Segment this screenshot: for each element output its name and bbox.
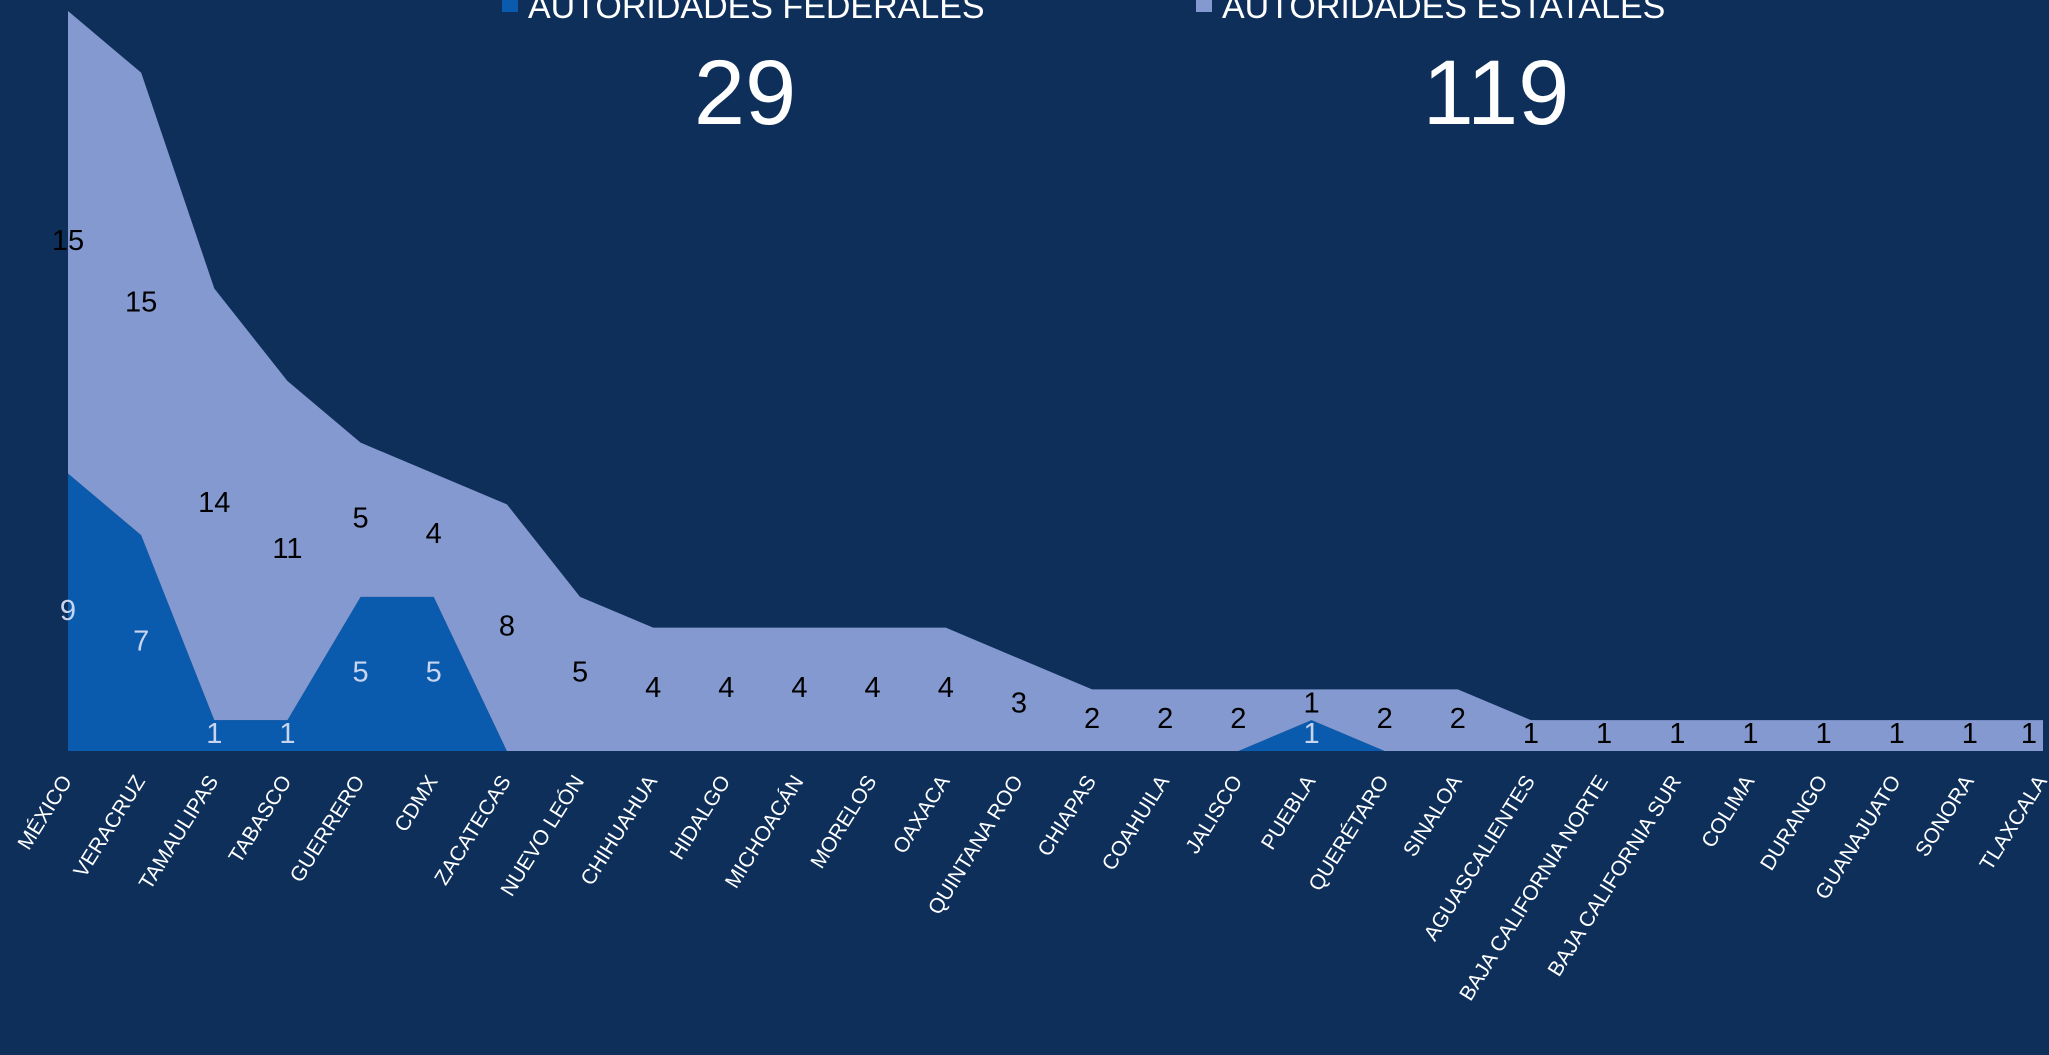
- value-label: 5: [353, 502, 369, 534]
- legend-label: AUTORIDADES ESTATALES: [1222, 0, 1665, 26]
- value-label: 1: [1889, 718, 1905, 750]
- area: [68, 11, 2043, 751]
- value-label: 15: [52, 225, 84, 257]
- value-label: 2: [1450, 703, 1466, 735]
- value-label: 1: [1303, 687, 1319, 719]
- area: [68, 473, 2043, 751]
- value-label: 5: [353, 657, 369, 689]
- legend-swatch: [1196, 0, 1212, 12]
- value-label: 9: [60, 595, 76, 627]
- series-total: 119: [1423, 42, 1570, 144]
- value-label: 4: [426, 518, 442, 550]
- value-label: 2: [1230, 703, 1246, 735]
- value-label: 1: [1742, 718, 1758, 750]
- value-label: 5: [572, 657, 588, 689]
- value-label: 15: [125, 287, 157, 319]
- value-label: 1: [2021, 718, 2037, 750]
- value-label: 2: [1157, 703, 1173, 735]
- value-label: 4: [938, 672, 954, 704]
- value-label: 5: [426, 657, 442, 689]
- value-label: 1: [1523, 718, 1539, 750]
- value-label: 2: [1084, 703, 1100, 735]
- value-label: 1: [1669, 718, 1685, 750]
- value-label: 14: [198, 487, 230, 519]
- legend-label: AUTORIDADES FEDERALES: [528, 0, 985, 26]
- value-label: 4: [865, 672, 881, 704]
- value-label: 4: [718, 672, 734, 704]
- value-label: 7: [133, 626, 149, 658]
- value-label: 4: [645, 672, 661, 704]
- series-total: 29: [694, 42, 796, 144]
- value-label: 11: [272, 533, 302, 565]
- value-label: 8: [499, 610, 515, 642]
- value-label: 1: [1962, 718, 1978, 750]
- value-label: 4: [791, 672, 807, 704]
- value-label: 1: [206, 718, 222, 750]
- value-label: 1: [1815, 718, 1831, 750]
- legend-swatch: [502, 0, 518, 12]
- value-label: 1: [1596, 718, 1612, 750]
- value-label: 3: [1011, 687, 1027, 719]
- value-label: 1: [1303, 718, 1319, 750]
- value-label: 2: [1377, 703, 1393, 735]
- value-label: 1: [279, 718, 295, 750]
